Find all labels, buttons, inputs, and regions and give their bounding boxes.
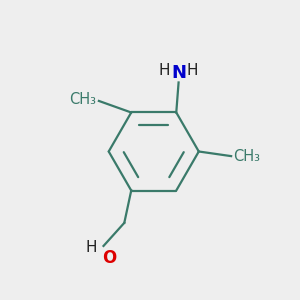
- Text: O: O: [102, 249, 116, 267]
- Text: H: H: [85, 240, 97, 255]
- Text: CH₃: CH₃: [233, 148, 260, 164]
- Text: H: H: [187, 63, 198, 78]
- Text: CH₃: CH₃: [70, 92, 97, 107]
- Text: H: H: [159, 63, 170, 78]
- Text: N: N: [171, 64, 186, 82]
